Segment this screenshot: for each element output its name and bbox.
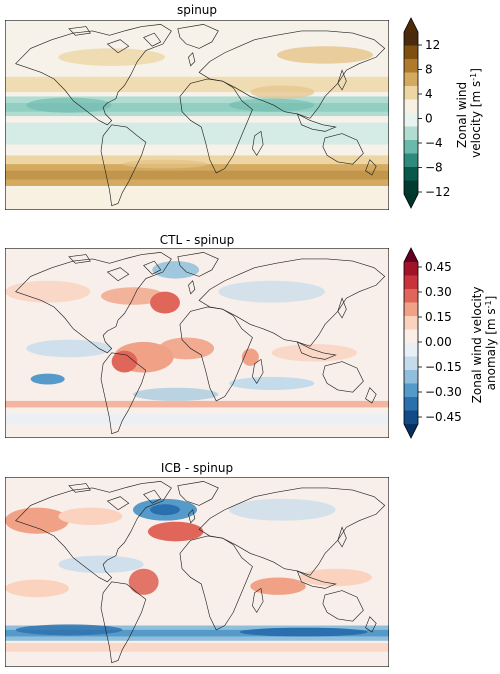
- colorbar-segment: [404, 289, 418, 303]
- colorbar-segment: [404, 86, 418, 100]
- colorbar-extend-min: [404, 194, 418, 208]
- colorbar-segment: [404, 343, 418, 357]
- colorbar-extend-max: [404, 18, 418, 32]
- zonal-wind-anomaly-map-ctl: [5, 248, 389, 438]
- zonal-wind-map: [5, 20, 389, 210]
- colorbar-segment: [404, 275, 418, 290]
- panel-title-ctl-spinup: CTL - spinup: [160, 233, 234, 247]
- map-panel-spinup: spinup: [5, 3, 389, 210]
- colorbar-segment: [404, 113, 418, 127]
- colorbar-tick-label: 0.00: [425, 335, 452, 349]
- colorbar-segment: [404, 72, 418, 87]
- colorbar-segment: [404, 383, 418, 398]
- colorbar-segment: [404, 356, 418, 371]
- colorbar-zonal-wind: 12 8 4 0 −4 −8 −12: [403, 17, 450, 209]
- colorbar-tick-label: 4: [425, 87, 433, 101]
- colorbar-label-zonal-wind: Zonal wind velocity [m s-1]: [455, 68, 483, 158]
- colorbar-tick-label: −0.15: [425, 360, 462, 374]
- panel-title-spinup: spinup: [177, 3, 217, 17]
- colorbar-segment: [404, 140, 418, 154]
- colorbar-tick-label: 8: [425, 63, 433, 77]
- colorbar-tick-label: −0.30: [425, 385, 462, 399]
- map-panel-ctl-spinup: CTL - spinup: [5, 233, 389, 438]
- colorbar-segment: [404, 370, 418, 384]
- colorbar-tick-label: 0: [425, 112, 433, 126]
- map-panel-icb-spinup: ICB - spinup: [5, 461, 389, 667]
- colorbar-tick-label: −12: [425, 185, 450, 199]
- colorbar-segment: [404, 302, 418, 317]
- panel-title-icb-spinup: ICB - spinup: [161, 461, 233, 475]
- colorbar-segment: [404, 59, 418, 73]
- colorbar-tick-label: 0.15: [425, 310, 452, 324]
- colorbar-segment: [404, 329, 418, 344]
- colorbar-label-zonal-wind-anomaly: Zonal wind velocity anomaly [m s-1]: [470, 283, 498, 404]
- colorbar-segment: [404, 45, 418, 60]
- colorbar-tick-label: 0.45: [425, 260, 452, 274]
- colorbar-segment: [404, 316, 418, 330]
- colorbar-segment: [404, 99, 418, 114]
- colorbar-tick-label: 12: [425, 38, 440, 52]
- colorbar-segment: [404, 32, 418, 46]
- colorbar-zonal-wind-anomaly: 0.45 0.30 0.15 0.00 −0.15 −0.30 −0.45: [403, 247, 462, 439]
- colorbar-tick-label: 0.30: [425, 285, 452, 299]
- colorbar-extend-min: [404, 424, 418, 438]
- colorbar-segment: [404, 262, 418, 276]
- colorbar-tick-label: −4: [425, 136, 443, 150]
- colorbar-tick-label: −0.45: [425, 410, 462, 424]
- zonal-wind-anomaly-map-icb: [5, 477, 389, 667]
- colorbar-segment: [404, 180, 418, 195]
- colorbar-tick-label: −8: [425, 161, 443, 175]
- colorbar-segment: [404, 167, 418, 181]
- colorbar-segment: [404, 410, 418, 425]
- colorbar-segment: [404, 153, 418, 168]
- colorbar-extend-max: [404, 248, 418, 262]
- colorbar-segment: [404, 397, 418, 411]
- colorbar-segment: [404, 126, 418, 141]
